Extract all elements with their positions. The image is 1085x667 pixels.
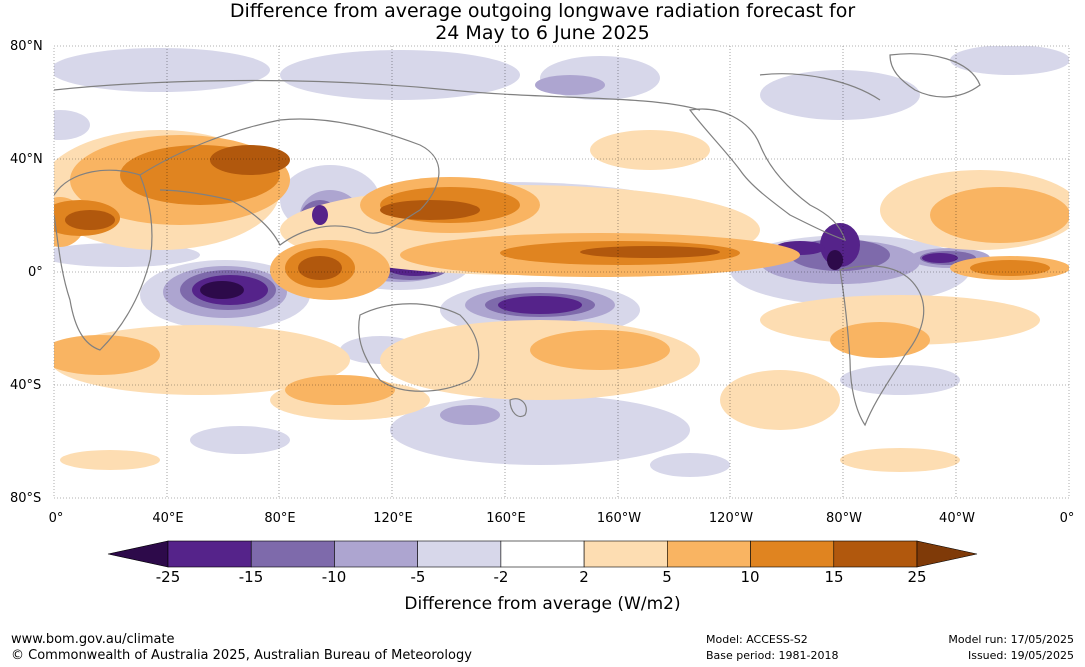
colorbar-tick: 25 — [907, 568, 927, 586]
colorbar-tick: -25 — [155, 568, 181, 586]
map-frame — [53, 45, 1070, 499]
colorbar-title: Difference from average (W/m2) — [404, 594, 681, 614]
colorbar-swatch — [167, 540, 252, 568]
colorbar-arrow-low — [107, 540, 169, 568]
colorbar-tick: 2 — [579, 568, 589, 586]
lon-label-120w: 120°W — [708, 511, 754, 526]
anomaly-field — [54, 46, 1069, 498]
lon-label-120e: 120°E — [373, 511, 413, 526]
footer-issued: Issued: 19/05/2025 — [967, 649, 1074, 662]
colorbar-tick: -15 — [238, 568, 264, 586]
colorbar-tick: -5 — [410, 568, 426, 586]
lat-label-40n: 40°N — [10, 152, 43, 167]
lon-label-160e: 160°E — [486, 511, 526, 526]
lon-label-80w: 80°W — [826, 511, 862, 526]
colorbar-tick: -2 — [493, 568, 509, 586]
colorbar-swatch — [250, 540, 335, 568]
colorbar-swatch — [583, 540, 668, 568]
lon-label-0-left: 0° — [48, 511, 64, 526]
colorbar-tick: 10 — [740, 568, 760, 586]
colorbar-tick: -10 — [321, 568, 347, 586]
lon-label-80e: 80°E — [264, 511, 296, 526]
colorbar-tick: 5 — [662, 568, 672, 586]
footer-base-period: Base period: 1981-2018 — [706, 649, 839, 662]
lat-label-80s: 80°S — [10, 491, 42, 506]
lon-label-40e: 40°E — [152, 511, 184, 526]
colorbar-arrow-high — [916, 540, 978, 568]
footer-copyright: © Commonwealth of Australia 2025, Austra… — [11, 648, 472, 663]
colorbar-swatch — [417, 540, 502, 568]
lon-label-160w: 160°W — [596, 511, 642, 526]
footer-website: www.bom.gov.au/climate — [11, 632, 175, 647]
map-title-line2: 24 May to 6 June 2025 — [435, 22, 650, 44]
lat-label-80n: 80°N — [10, 39, 43, 54]
lat-label-0: 0° — [28, 265, 43, 280]
colorbar-swatch — [833, 540, 918, 568]
colorbar-tick: 15 — [824, 568, 844, 586]
colorbar-swatch — [500, 540, 585, 568]
footer-model-run: Model run: 17/05/2025 — [948, 633, 1074, 646]
lat-label-40s: 40°S — [10, 378, 42, 393]
colorbar-swatch — [667, 540, 751, 568]
map-title-line1: Difference from average outgoing longwav… — [229, 0, 856, 22]
lon-label-40w: 40°W — [939, 511, 975, 526]
lon-label-0-right: 0° — [1059, 511, 1075, 526]
colorbar — [107, 540, 978, 568]
footer-model: Model: ACCESS-S2 — [706, 633, 808, 646]
colorbar-swatch — [334, 540, 418, 568]
colorbar-swatch — [750, 540, 835, 568]
